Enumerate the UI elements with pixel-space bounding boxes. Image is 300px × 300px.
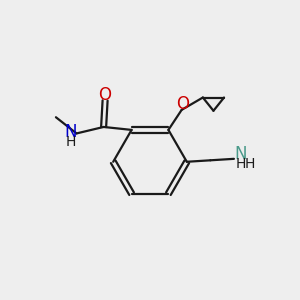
Text: O: O <box>176 95 189 113</box>
Text: H: H <box>244 157 255 171</box>
Text: H: H <box>235 157 246 171</box>
Text: O: O <box>99 86 112 104</box>
Text: N: N <box>234 146 247 164</box>
Text: N: N <box>64 123 77 141</box>
Text: H: H <box>65 135 76 149</box>
